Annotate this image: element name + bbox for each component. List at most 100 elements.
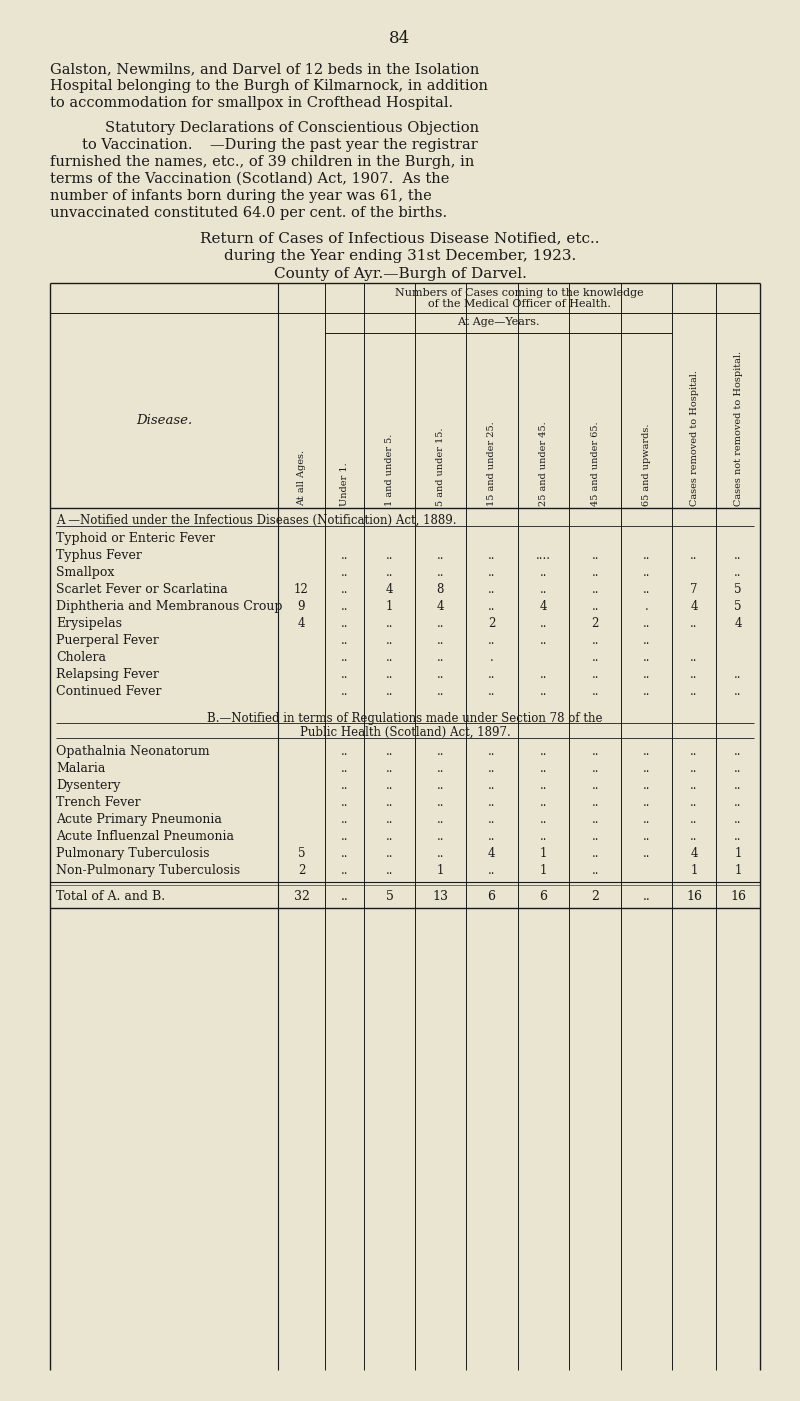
Text: terms of the Vaccination (Scotland) Act, 1907.  As the: terms of the Vaccination (Scotland) Act,… bbox=[50, 172, 450, 186]
Text: ..: .. bbox=[437, 779, 444, 792]
Text: ..: .. bbox=[488, 779, 495, 792]
Text: 6: 6 bbox=[488, 890, 496, 904]
Text: during the Year ending 31st December, 1923.: during the Year ending 31st December, 19… bbox=[224, 249, 576, 263]
Text: 1 and under 5.: 1 and under 5. bbox=[385, 434, 394, 506]
Text: ..: .. bbox=[341, 600, 348, 614]
Text: ..: .. bbox=[643, 616, 650, 630]
Text: ..: .. bbox=[591, 864, 599, 877]
Text: Numbers of Cases coming to the knowledge: Numbers of Cases coming to the knowledge bbox=[394, 289, 643, 298]
Text: ..: .. bbox=[437, 796, 444, 808]
Text: Cases removed to Hospital.: Cases removed to Hospital. bbox=[690, 370, 698, 506]
Text: 5: 5 bbox=[734, 583, 742, 595]
Text: ..: .. bbox=[591, 549, 599, 562]
Text: 5: 5 bbox=[386, 890, 394, 904]
Text: ..: .. bbox=[643, 635, 650, 647]
Text: ..: .. bbox=[386, 685, 394, 698]
Text: 15 and under 25.: 15 and under 25. bbox=[487, 422, 496, 506]
Text: 5 and under 15.: 5 and under 15. bbox=[436, 427, 445, 506]
Text: —During the past year the registrar: —During the past year the registrar bbox=[210, 139, 478, 151]
Text: ..: .. bbox=[540, 745, 547, 758]
Text: ..: .. bbox=[643, 745, 650, 758]
Text: ....: .... bbox=[536, 549, 551, 562]
Text: 5: 5 bbox=[734, 600, 742, 614]
Text: ..: .. bbox=[341, 566, 348, 579]
Text: 1: 1 bbox=[437, 864, 444, 877]
Text: ..: .. bbox=[437, 651, 444, 664]
Text: ..: .. bbox=[488, 864, 495, 877]
Text: ..: .. bbox=[386, 813, 394, 827]
Text: 2: 2 bbox=[591, 890, 599, 904]
Text: 45 and under 65.: 45 and under 65. bbox=[590, 422, 600, 506]
Text: ..: .. bbox=[690, 685, 698, 698]
Text: Cases not removed to Hospital.: Cases not removed to Hospital. bbox=[734, 350, 742, 506]
Text: ..: .. bbox=[341, 668, 348, 681]
Text: ..: .. bbox=[341, 635, 348, 647]
Text: furnished the names, etc., of 39 children in the Burgh, in: furnished the names, etc., of 39 childre… bbox=[50, 156, 474, 170]
Text: ..: .. bbox=[591, 848, 599, 860]
Text: ..: .. bbox=[643, 779, 650, 792]
Text: ..: .. bbox=[643, 549, 650, 562]
Text: ..: .. bbox=[540, 813, 547, 827]
Text: ..: .. bbox=[341, 779, 348, 792]
Text: Non-Pulmonary Tuberculosis: Non-Pulmonary Tuberculosis bbox=[56, 864, 240, 877]
Text: ..: .. bbox=[690, 829, 698, 843]
Text: Diphtheria and Membranous Croup: Diphtheria and Membranous Croup bbox=[56, 600, 282, 614]
Text: ..: .. bbox=[643, 566, 650, 579]
Text: Total of A. and B.: Total of A. and B. bbox=[56, 890, 165, 904]
Text: 8: 8 bbox=[437, 583, 444, 595]
Text: ..: .. bbox=[488, 813, 495, 827]
Text: 7: 7 bbox=[690, 583, 698, 595]
Text: ..: .. bbox=[734, 813, 742, 827]
Text: ..: .. bbox=[341, 685, 348, 698]
Text: ..: .. bbox=[386, 549, 394, 562]
Text: Acute Primary Pneumonia: Acute Primary Pneumonia bbox=[56, 813, 222, 827]
Text: ..: .. bbox=[734, 779, 742, 792]
Text: ..: .. bbox=[341, 796, 348, 808]
Text: ..: .. bbox=[690, 762, 698, 775]
Text: Dysentery: Dysentery bbox=[56, 779, 121, 792]
Text: ..: .. bbox=[488, 745, 495, 758]
Text: ..: .. bbox=[591, 796, 599, 808]
Text: ..: .. bbox=[488, 635, 495, 647]
Text: ..: .. bbox=[341, 616, 348, 630]
Text: 1: 1 bbox=[540, 848, 547, 860]
Text: ..: .. bbox=[643, 829, 650, 843]
Text: 84: 84 bbox=[390, 29, 410, 48]
Text: ..: .. bbox=[386, 829, 394, 843]
Text: Pulmonary Tuberculosis: Pulmonary Tuberculosis bbox=[56, 848, 210, 860]
Text: 5: 5 bbox=[298, 848, 306, 860]
Text: ..: .. bbox=[690, 813, 698, 827]
Text: 1: 1 bbox=[690, 864, 698, 877]
Text: 4: 4 bbox=[540, 600, 547, 614]
Text: ..: .. bbox=[488, 566, 495, 579]
Text: ..: .. bbox=[591, 779, 599, 792]
Text: ..: .. bbox=[540, 829, 547, 843]
Text: Trench Fever: Trench Fever bbox=[56, 796, 141, 808]
Text: ..: .. bbox=[690, 549, 698, 562]
Text: 25 and under 45.: 25 and under 45. bbox=[539, 422, 548, 506]
Text: ..: .. bbox=[690, 796, 698, 808]
Text: ..: .. bbox=[437, 549, 444, 562]
Text: 4: 4 bbox=[734, 616, 742, 630]
Text: 2: 2 bbox=[591, 616, 599, 630]
Text: ..: .. bbox=[386, 745, 394, 758]
Text: ..: .. bbox=[690, 668, 698, 681]
Text: ..: .. bbox=[437, 745, 444, 758]
Text: Disease.: Disease. bbox=[136, 415, 192, 427]
Text: ..: .. bbox=[341, 549, 348, 562]
Text: Smallpox: Smallpox bbox=[56, 566, 114, 579]
Text: ..: .. bbox=[643, 813, 650, 827]
Text: ..: .. bbox=[643, 583, 650, 595]
Text: Under 1.: Under 1. bbox=[340, 462, 349, 506]
Text: 16: 16 bbox=[686, 890, 702, 904]
Text: 65 and upwards.: 65 and upwards. bbox=[642, 423, 651, 506]
Text: ..: .. bbox=[690, 779, 698, 792]
Text: ..: .. bbox=[437, 829, 444, 843]
Text: ..: .. bbox=[643, 848, 650, 860]
Text: ..: .. bbox=[488, 549, 495, 562]
Text: Relapsing Fever: Relapsing Fever bbox=[56, 668, 159, 681]
Text: ..: .. bbox=[386, 566, 394, 579]
Text: ..: .. bbox=[437, 566, 444, 579]
Text: ..: .. bbox=[734, 685, 742, 698]
Text: ..: .. bbox=[437, 616, 444, 630]
